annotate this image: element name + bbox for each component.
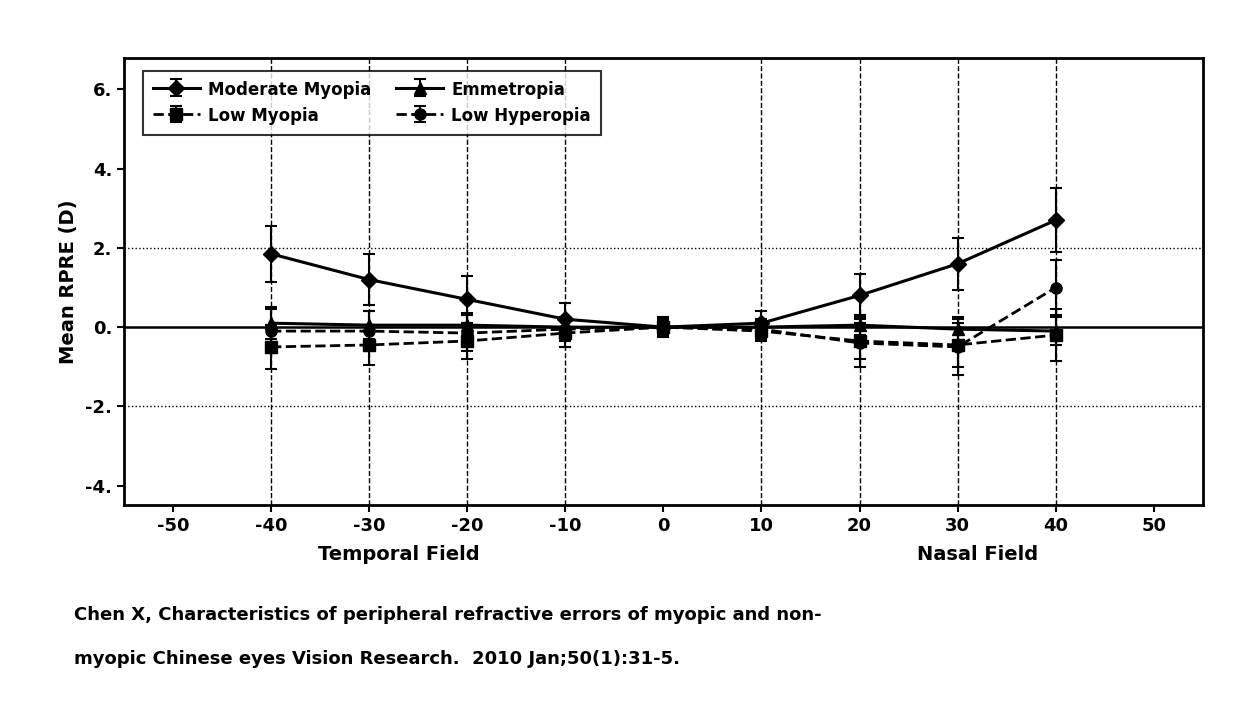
Text: myopic Chinese eyes Vision Research.  2010 Jan;50(1):31-5.: myopic Chinese eyes Vision Research. 201…	[74, 650, 681, 668]
Text: Temporal Field: Temporal Field	[317, 545, 480, 564]
Text: Chen X, Characteristics of peripheral refractive errors of myopic and non-: Chen X, Characteristics of peripheral re…	[74, 606, 822, 625]
Text: Nasal Field: Nasal Field	[916, 545, 1038, 564]
Y-axis label: Mean RPRE (D): Mean RPRE (D)	[60, 199, 78, 364]
Legend: Moderate Myopia, Low Myopia, Emmetropia, Low Hyperopia: Moderate Myopia, Low Myopia, Emmetropia,…	[143, 71, 601, 135]
